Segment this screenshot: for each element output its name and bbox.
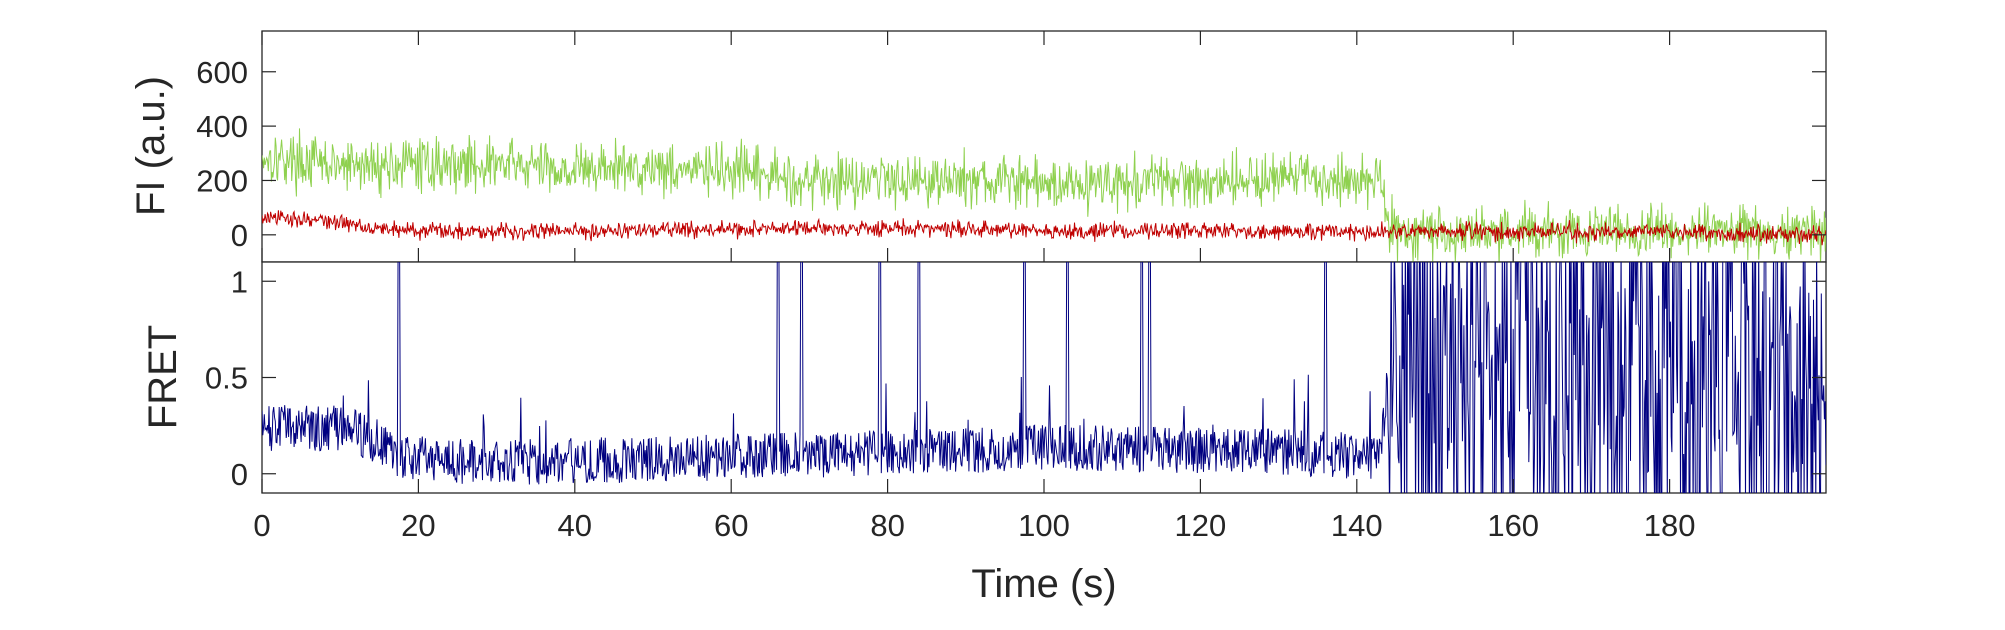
fluorescence-panel: 0 200 400 600 FI (a.u.) [129, 30, 1827, 263]
fluorescence-y-ticks: 0 200 400 600 [196, 55, 1826, 253]
time-x-tick-label: 120 [1175, 508, 1227, 543]
fluorescence-y-axis-label: FI (a.u.) [129, 76, 173, 216]
fret-y-tick-label: 0.5 [205, 361, 248, 396]
fi-y-tick-label: 200 [196, 163, 248, 198]
time-x-tick-label: 80 [870, 508, 904, 543]
time-x-tick-label: 160 [1487, 508, 1539, 543]
time-x-tick-label: 60 [714, 508, 748, 543]
time-x-tick-label: 100 [1018, 508, 1070, 543]
fluorescence-axes-box [261, 30, 1827, 263]
fret-panel: 00.51 0 20 40 60 80 100 120 140 160 180 FRET Time… [141, 31, 1827, 606]
fret-y-tick-label: 1 [231, 264, 248, 299]
fi-y-tick-label: 600 [196, 55, 248, 90]
time-x-tick-label: 140 [1331, 508, 1383, 543]
time-x-tick-label: 0 [253, 508, 270, 543]
fret-plot-area [262, 262, 1826, 493]
fluorescence-plot-area [262, 128, 1826, 262]
fret-trace [262, 262, 1826, 493]
fret-y-axis-label: FRET [141, 325, 185, 429]
fi-y-tick-label: 400 [196, 109, 248, 144]
fret-y-tick-label: 0 [231, 457, 248, 492]
time-x-tick-label: 180 [1644, 508, 1696, 543]
acceptor-trace [262, 210, 1826, 246]
fret-y-ticks: 00.51 [205, 264, 1826, 492]
time-x-axis-label: Time (s) [971, 562, 1116, 606]
time-x-ticks: 0 20 40 60 80 100 120 140 160 180 [253, 31, 1695, 543]
fi-y-tick-label: 0 [231, 218, 248, 253]
time-x-tick-label: 20 [401, 508, 435, 543]
time-x-tick-label: 40 [558, 508, 592, 543]
